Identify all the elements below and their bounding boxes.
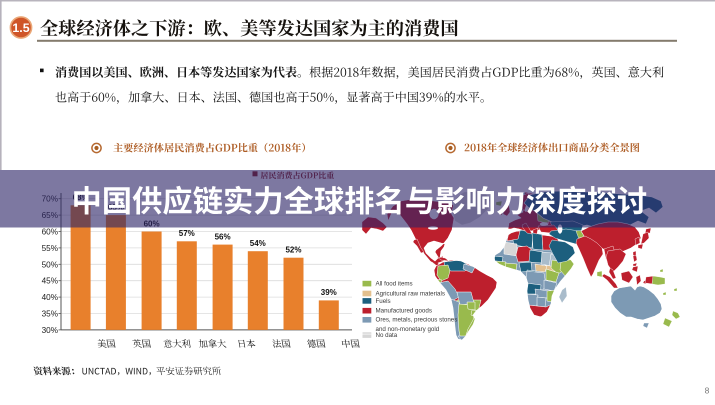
svg-text:35%: 35% [42, 310, 58, 319]
svg-text:1.5: 1.5 [12, 21, 29, 35]
svg-text:Manufactured goods: Manufactured goods [376, 308, 432, 315]
svg-text:No data: No data [376, 332, 398, 339]
svg-text:Ores, metals, precious stones: Ores, metals, precious stones [376, 317, 458, 324]
svg-text:45%: 45% [42, 277, 58, 286]
svg-text:and non-monetary gold: and non-monetary gold [376, 326, 440, 333]
svg-text:30%: 30% [42, 326, 58, 335]
svg-text:54%: 54% [250, 239, 266, 248]
svg-text:55%: 55% [42, 244, 58, 253]
svg-text:Agricultural raw materials: Agricultural raw materials [376, 290, 445, 297]
svg-text:57%: 57% [179, 229, 195, 238]
svg-text:56%: 56% [215, 232, 231, 241]
svg-text:50%: 50% [42, 260, 58, 269]
svg-text:Fuels: Fuels [376, 298, 391, 305]
svg-text:39%: 39% [321, 288, 337, 297]
svg-text:All food items: All food items [376, 281, 413, 288]
svg-text:52%: 52% [285, 246, 301, 255]
svg-text:40%: 40% [42, 293, 58, 302]
svg-text:60%: 60% [42, 228, 58, 237]
svg-text:8: 8 [705, 386, 710, 396]
